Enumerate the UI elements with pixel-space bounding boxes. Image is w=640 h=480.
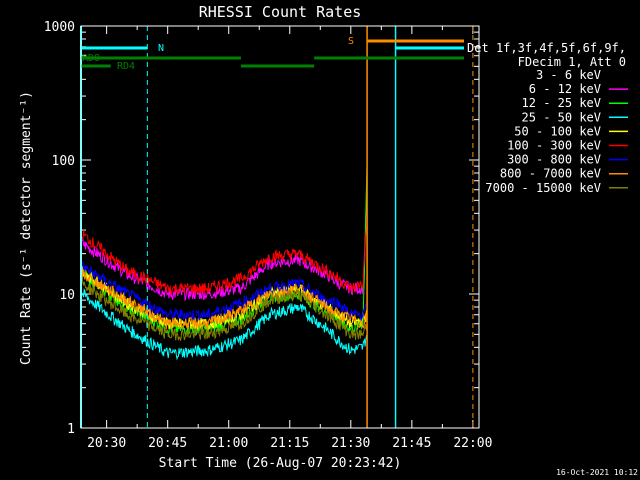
y-tick-label: 1 (67, 422, 75, 437)
legend-header: Det 1f,3f,4f,5f,6f,9f, (467, 41, 626, 55)
legend-label: 25 - 50 keV (522, 110, 601, 124)
legend-label: 300 - 800 keV (507, 153, 601, 167)
x-tick-label: 21:00 (209, 436, 248, 451)
x-tick-label: 22:00 (453, 436, 492, 451)
x-tick-label: 21:15 (270, 436, 309, 451)
legend-label: 6 - 12 keV (529, 82, 601, 96)
x-tick-label: 21:30 (331, 436, 370, 451)
legend-label: 100 - 300 keV (507, 139, 601, 153)
legend-label: 7000 - 15000 keV (485, 181, 601, 195)
x-tick-label: 20:45 (148, 436, 187, 451)
annotation-label: RDO (82, 53, 100, 64)
y-tick-label: 10 (59, 288, 75, 303)
series-line (81, 287, 368, 361)
legend-label: 800 - 7000 keV (500, 167, 601, 181)
annotation-label: N (158, 43, 164, 54)
y-tick-label: 100 (52, 154, 75, 169)
series-line (81, 213, 368, 295)
legend-label: 50 - 100 keV (514, 124, 601, 138)
series-line (81, 277, 368, 342)
legend-header: FDecim 1, Att 0 (518, 55, 626, 69)
chart-title: RHESSI Count Rates (199, 3, 362, 21)
annotation-label: S (348, 36, 354, 47)
series-line (81, 269, 368, 332)
plot-frame (80, 25, 480, 429)
x-tick-label: 21:45 (392, 436, 431, 451)
y-tick-label: 1000 (44, 20, 75, 35)
legend-label: 3 - 6 keV (536, 68, 601, 82)
legend-label: 12 - 25 keV (522, 96, 601, 110)
annotation-label: RD4 (117, 61, 135, 72)
x-tick-label: 20:30 (87, 436, 126, 451)
y-axis-label: Count Rate (s⁻¹ detector segment⁻¹) (19, 91, 34, 365)
timestamp: 16-Oct-2021 10:12 (556, 468, 638, 477)
x-axis-label: Start Time (26-Aug-07 20:23:42) (159, 456, 402, 471)
